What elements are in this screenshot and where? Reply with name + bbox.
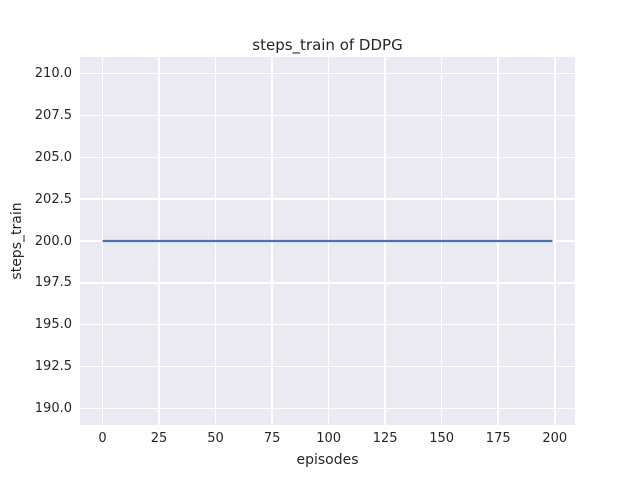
- y-gridline: [80, 198, 575, 200]
- y-tick-label: 202.5: [34, 191, 72, 207]
- y-tick-label: 195.0: [34, 317, 72, 333]
- x-axis-label: episodes: [296, 452, 359, 468]
- y-gridline: [80, 365, 575, 368]
- x-gridline: [554, 57, 556, 425]
- x-tick-label: 175: [485, 431, 511, 446]
- x-tick-label: 150: [429, 431, 455, 446]
- y-tick-label: 207.5: [34, 108, 72, 124]
- y-axis-label-text: steps_train: [9, 202, 25, 280]
- plot-area: [80, 57, 575, 425]
- line-series: [102, 239, 553, 243]
- y-tick-label: 192.5: [34, 358, 72, 374]
- x-tick-label: 75: [263, 431, 281, 446]
- x-tick-label: 25: [150, 431, 168, 446]
- y-tick-label: 205.0: [34, 149, 72, 165]
- x-tick-label: 100: [316, 431, 342, 446]
- y-tick-label: 200.0: [34, 233, 72, 249]
- x-tick-label: 200: [542, 431, 568, 446]
- y-gridline: [80, 114, 575, 117]
- x-tick-label: 125: [372, 431, 398, 446]
- x-tick-label: 50: [207, 431, 224, 446]
- y-gridline: [80, 407, 575, 410]
- y-gridline: [80, 323, 575, 326]
- y-tick-label: 190.0: [34, 400, 72, 416]
- y-gridline: [80, 282, 575, 284]
- y-gridline: [80, 72, 575, 75]
- y-tick-label: 210.0: [34, 66, 72, 82]
- y-tick-label: 197.5: [34, 275, 72, 291]
- y-gridline: [80, 156, 575, 159]
- chart-title: steps_train of DDPG: [252, 36, 403, 54]
- x-tick-label: 0: [98, 431, 107, 446]
